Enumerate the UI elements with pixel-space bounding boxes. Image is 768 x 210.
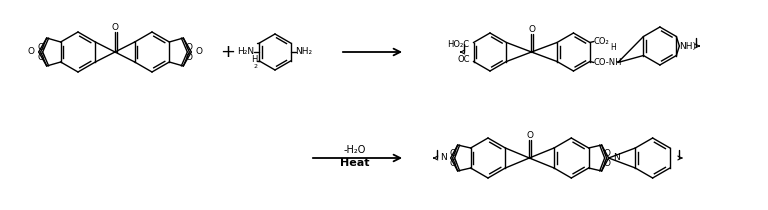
Text: O: O [449,148,456,158]
Text: N: N [613,154,619,163]
Text: -H₂O: -H₂O [344,145,366,155]
Text: O: O [603,148,610,158]
Text: O: O [195,47,202,56]
Text: O: O [28,47,35,56]
Text: O: O [529,25,536,34]
Text: N: N [440,154,447,163]
Text: H: H [251,55,257,64]
Text: O: O [527,130,534,139]
Text: HO₂C: HO₂C [448,40,469,49]
Text: CO-NH: CO-NH [594,58,622,67]
Text: O: O [37,42,45,51]
Text: O: O [37,52,45,62]
Text: Heat: Heat [340,158,369,168]
Text: O: O [111,22,118,32]
Text: OC: OC [457,55,469,64]
Text: O: O [449,159,456,168]
Text: O: O [186,42,193,51]
Text: O: O [603,159,610,168]
Text: H₂N: H₂N [237,47,254,56]
Text: 2: 2 [253,63,257,68]
Text: +: + [220,43,236,61]
Text: O: O [186,52,193,62]
Text: H: H [610,43,616,52]
Text: NH): NH) [680,42,697,50]
Text: NH₂: NH₂ [296,47,313,56]
Text: CO₂: CO₂ [594,37,610,46]
